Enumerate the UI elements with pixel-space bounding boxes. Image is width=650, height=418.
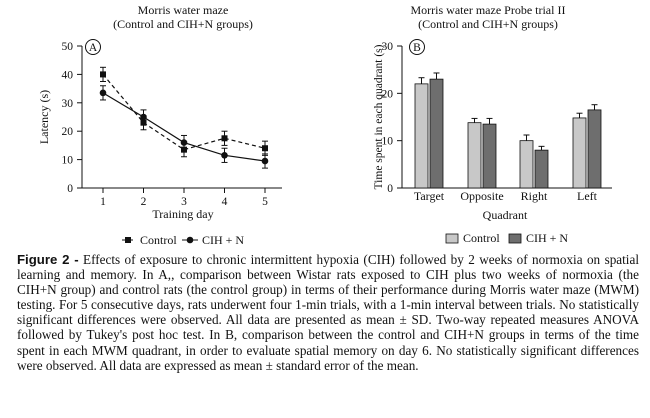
panel-a-y-tick-label: 30 (62, 98, 74, 110)
legend-b-control-swatch (445, 233, 459, 244)
panel-a-title: Morris water maze (138, 3, 229, 17)
panel-b-bar-cih (534, 149, 549, 189)
panel-b-category-label: Left (577, 189, 598, 203)
panel-a-x-tick-label: 2 (141, 196, 147, 208)
panel-a-point-cih (99, 89, 107, 97)
panel-b-y-tick-label: 20 (382, 88, 394, 100)
figure: Morris water maze (Control and CIH+N gro… (37, 3, 612, 247)
panel-b-badge-circle (409, 39, 425, 55)
panel-b-subtitle: (Control and CIH+N groups) (418, 17, 558, 31)
panel-b-bar-control (572, 117, 587, 189)
panel-a-y-tick-label: 20 (62, 126, 74, 138)
panel-b-y-tick-label: 30 (382, 41, 394, 53)
figure-caption: Figure 2 - Effects of exposure to chroni… (17, 252, 639, 373)
panel-a-series-line (102, 74, 266, 151)
panel-a-point-control (100, 71, 106, 78)
panel-b-y-tick-label: 10 (382, 136, 394, 148)
panel-a-point-control (221, 135, 228, 142)
panel-a-x-tick-label: 4 (222, 196, 228, 208)
panel-a-point-cih (180, 139, 188, 146)
panel-b-bar-cih (429, 78, 444, 189)
panel-a-y-tick-label: 10 (62, 155, 74, 167)
panel-a-x-label: Training day (152, 207, 213, 221)
panel-b-bar-chart: Morris water maze Probe trial II (Contro… (373, 3, 612, 245)
legend-a-cih-marker (186, 236, 194, 244)
legend-b-control-label: Control (463, 231, 500, 245)
panel-a-point-control (262, 145, 268, 152)
legend-b-cih-label: CIH + N (526, 231, 568, 245)
panel-b-category-label: Right (521, 189, 548, 203)
legend-a-control-label: Control (140, 233, 177, 247)
panel-b-category-label: Target (414, 189, 445, 203)
panel-a-x-tick-label: 5 (262, 196, 268, 208)
panel-a-x-tick-label: 3 (181, 196, 187, 208)
panel-a-x-tick-label: 1 (100, 196, 106, 208)
panel-a-point-cih (261, 157, 269, 165)
panel-b-category-label: Opposite (460, 189, 503, 203)
panel-a-line-chart: Morris water maze (Control and CIH+N gro… (37, 3, 282, 247)
panel-b-y-label: Time spent in each quadrant (s) (373, 44, 385, 189)
panel-b-bar-control (414, 83, 429, 189)
legend-a-cih-label: CIH + N (202, 233, 244, 247)
panel-a-badge-circle (85, 39, 101, 55)
panel-a-y-tick-label: 0 (67, 183, 73, 195)
panel-a-point-cih (140, 113, 147, 121)
panel-b-title: Morris water maze Probe trial II (411, 3, 566, 17)
panel-b-bar-control (519, 140, 534, 189)
panel-a-legend: Control CIH + N (122, 233, 244, 247)
panel-a-y-tick-label: 50 (62, 41, 74, 53)
panel-a-badge-label: A (89, 42, 98, 54)
panel-a-point-cih (221, 152, 228, 159)
panel-b-bar-cih (482, 123, 497, 189)
panel-b-y-tick-label: 0 (387, 183, 393, 195)
caption-text: Effects of exposure to chronic intermitt… (17, 252, 639, 373)
panel-b-bar-control (467, 122, 482, 189)
panel-a-y-label: Latency (s) (37, 90, 51, 144)
caption-label: Figure 2 - (17, 252, 79, 267)
panel-b-x-label: Quadrant (483, 208, 528, 222)
panel-a-subtitle: (Control and CIH+N groups) (113, 17, 253, 31)
panel-a-y-tick-label: 40 (62, 69, 74, 81)
legend-a-control-marker (125, 237, 131, 243)
panel-b-badge-label: B (413, 42, 421, 54)
panel-b-bar-cih (587, 109, 602, 189)
legend-b-cih-swatch (508, 233, 522, 244)
